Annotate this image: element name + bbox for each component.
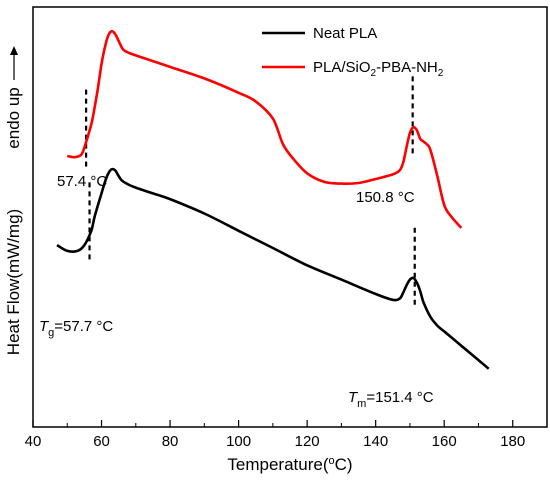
endo-up-arrow-icon (10, 46, 18, 55)
annotation-black-tg: Tg=57.7 °C (39, 318, 113, 339)
y-axis-title: Heat Flow(mW/mg) (4, 209, 23, 355)
marker-lines (85, 76, 416, 306)
endo-up-indicator: endo up (4, 46, 23, 149)
series-lines (56, 29, 490, 370)
annotation-red-tm: 150.8 °C (356, 189, 415, 206)
x-axis-title: Temperature(oC) (227, 455, 352, 474)
x-tick-label: 100 (226, 433, 251, 450)
endo-up-label: endo up (4, 87, 23, 148)
x-tick-label: 140 (363, 433, 388, 450)
tg-value: =57.7 °C (54, 318, 113, 335)
x-axis-ticks: 40 60 80 100 120 140 160 180 (25, 420, 525, 450)
x-tick-label: 40 (25, 433, 42, 450)
legend-label-neat-pla: Neat PLA (313, 25, 377, 42)
annotation-red-tg: 57.4 °C (57, 173, 107, 190)
tm-symbol: T (348, 389, 359, 406)
plot-frame (32, 6, 548, 428)
tg-subscript: g (48, 327, 54, 339)
x-tick-label: 60 (93, 433, 110, 450)
tm-subscript: m (357, 398, 366, 410)
series-line-pla-sio2-pba-nh2 (67, 29, 463, 229)
x-tick-label: 160 (432, 433, 457, 450)
legend-label-pla-sio2: PLA/SiO2-PBA-NH2 (313, 59, 444, 79)
series-line-neat-pla (56, 167, 490, 370)
x-tick-label: 120 (295, 433, 320, 450)
x-tick-label: 180 (500, 433, 525, 450)
tg-symbol: T (39, 318, 50, 335)
legend: Neat PLA PLA/SiO2-PBA-NH2 (262, 25, 444, 79)
tm-value: =151.4 °C (366, 389, 433, 406)
x-tick-label: 80 (162, 433, 179, 450)
annotation-black-tm: Tm=151.4 °C (348, 389, 434, 410)
